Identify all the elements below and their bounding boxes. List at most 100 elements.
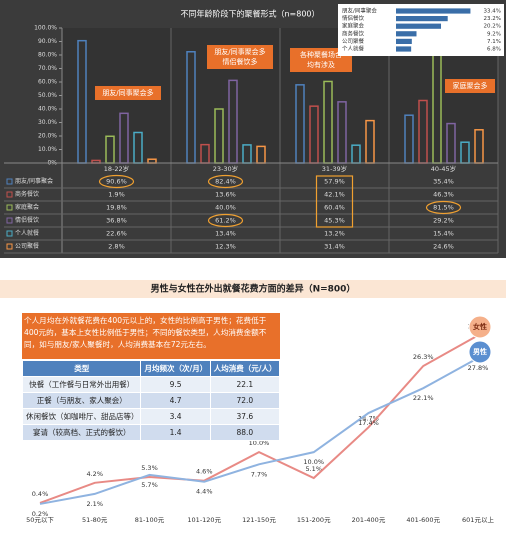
table-value: 12.3% <box>215 243 236 251</box>
inset-label: 朋友/同事聚会 <box>342 7 377 15</box>
y-tick-label: 20.0% <box>38 133 57 140</box>
inset-label: 个人就餐 <box>342 45 365 53</box>
legend-label: 男性 <box>473 347 487 356</box>
value-label: 26.3% <box>413 353 434 361</box>
table-cell: 快餐（工作餐与日常外出用餐） <box>21 376 142 393</box>
table-value: 57.9% <box>324 178 345 186</box>
x-tick-label: 23-30岁 <box>213 164 238 173</box>
inset-label: 商务餐饮 <box>342 29 365 37</box>
table-header: 人均消费（元/人） <box>209 360 281 377</box>
y-tick-label: 90.0% <box>38 38 57 45</box>
table-value: 40.0% <box>215 204 236 212</box>
legend-label: 情侣餐饮 <box>15 216 39 224</box>
legend-label: 商务餐饮 <box>15 190 39 198</box>
x-tick-label: 81-100元 <box>135 516 165 524</box>
annotation-box <box>445 79 495 93</box>
highlight <box>207 174 244 189</box>
legend-swatch <box>6 191 13 198</box>
y-tick-label: 60.0% <box>38 79 57 86</box>
table-row: 宴请（较高档、正式的餐饮） 1.4 88.0 <box>21 424 281 441</box>
legend-swatch <box>6 217 13 224</box>
y-tick-label: 30.0% <box>38 119 57 126</box>
value-label: 33.4% <box>484 9 501 15</box>
legend-swatch <box>6 178 13 185</box>
value-label: 17.4% <box>358 419 379 427</box>
table-value: 42.1% <box>324 191 345 199</box>
x-tick-label: 401-600元 <box>406 516 440 524</box>
table-cell: 3.4 <box>140 408 211 425</box>
value-label: 14.7% <box>358 414 379 422</box>
table-value: 13.2% <box>324 230 345 238</box>
table-value: 61.2% <box>215 217 236 225</box>
value-label: 27.8% <box>468 364 489 372</box>
legend-swatch <box>6 204 13 211</box>
table-value: 46.3% <box>433 191 454 199</box>
annotation-box: 个人月均在外就餐花费在400元以上的，女性的比例高于男性；花费低于400元的，基… <box>22 313 280 359</box>
highlight <box>425 200 462 215</box>
table-row: 正餐（与朋友、家人聚会） 4.7 72.0 <box>21 392 281 409</box>
annotation: 均有涉及 <box>307 60 335 69</box>
x-tick-label: 18-22岁 <box>104 164 129 173</box>
x-tick-label: 50元以下 <box>26 516 54 524</box>
chart-title: 男性与女性在外出就餐花费方面的差异（N=800） <box>151 283 356 295</box>
y-tick-label: 50.0% <box>38 92 57 99</box>
x-tick-label: 31-39岁 <box>322 164 347 173</box>
bar <box>396 16 448 22</box>
annotation: 朋友/同事聚会多 <box>102 88 153 97</box>
table: 类型 月均频次（次/月） 人均消费（元/人） 快餐（工作餐与日常外出用餐） 9.5 22.… <box>21 360 281 441</box>
table-value: 22.6% <box>106 230 127 238</box>
title-band <box>0 280 506 298</box>
table-cell: 72.0 <box>209 392 281 409</box>
annotation: 情侣餐饮多 <box>223 57 258 66</box>
table-cell: 9.5 <box>140 376 211 393</box>
table-value: 82.4% <box>215 178 236 186</box>
value-label: 22.1% <box>413 394 434 402</box>
table-cell: 88.0 <box>209 424 281 441</box>
y-tick-label: 70.0% <box>38 65 57 72</box>
annotation: 朋友/同事聚会多 <box>214 47 265 56</box>
table-row: 休闲餐饮（如咖啡厅、甜品店等） 3.4 37.6 <box>21 408 281 425</box>
table-value: 1.9% <box>108 191 125 199</box>
table-value: 60.4% <box>324 204 345 212</box>
table-header: 类型 <box>21 360 142 377</box>
table-value: 31.4% <box>324 243 345 251</box>
table-value: 81.5% <box>433 204 454 212</box>
table-cell: 宴请（较高档、正式的餐饮） <box>21 424 142 441</box>
x-tick-label: 101-120元 <box>187 516 221 524</box>
chart-title: 不同年龄阶段下的聚餐形式（n=800） <box>180 9 319 19</box>
highlight <box>315 175 354 228</box>
table-value: 15.4% <box>433 230 454 238</box>
value-label: 5.3% <box>141 464 158 472</box>
value-label: 7.7% <box>251 470 268 478</box>
table-header: 月均频次（次/月） <box>140 360 211 377</box>
x-tick-label: 121-150元 <box>242 516 276 524</box>
legend-label: 公司聚餐 <box>15 242 39 250</box>
value-label: 4.4% <box>196 488 213 496</box>
table-cell: 37.6 <box>209 408 281 425</box>
x-tick-label: 40-45岁 <box>431 164 456 173</box>
highlight <box>98 174 135 189</box>
line <box>39 357 479 505</box>
value-label: 7.1% <box>487 39 501 45</box>
table-value: 29.2% <box>433 217 454 225</box>
value-label: 10.0% <box>303 458 324 466</box>
value-label: 5.1% <box>305 465 322 473</box>
annotation-box <box>95 86 161 100</box>
y-tick-label: 10.0% <box>38 146 57 153</box>
table-value: 2.8% <box>108 243 125 251</box>
table-value: 13.4% <box>215 230 236 238</box>
table-value: 36.8% <box>106 217 127 225</box>
annotation: 各种聚餐场合 <box>300 50 342 59</box>
inset-label: 公司聚餐 <box>342 37 365 45</box>
legend-label: 女性 <box>473 322 487 331</box>
value-label: 20.2% <box>484 24 501 30</box>
y-tick-label: 100.0% <box>34 25 57 32</box>
table-cell: 22.1 <box>209 376 281 393</box>
x-tick-label: 151-200元 <box>297 516 331 524</box>
inset-label: 家庭聚会 <box>342 22 365 30</box>
value-label: 6.8% <box>487 47 501 53</box>
value-label: 10.0% <box>249 439 270 447</box>
value-label: 2.1% <box>86 500 103 508</box>
bar <box>396 38 412 44</box>
